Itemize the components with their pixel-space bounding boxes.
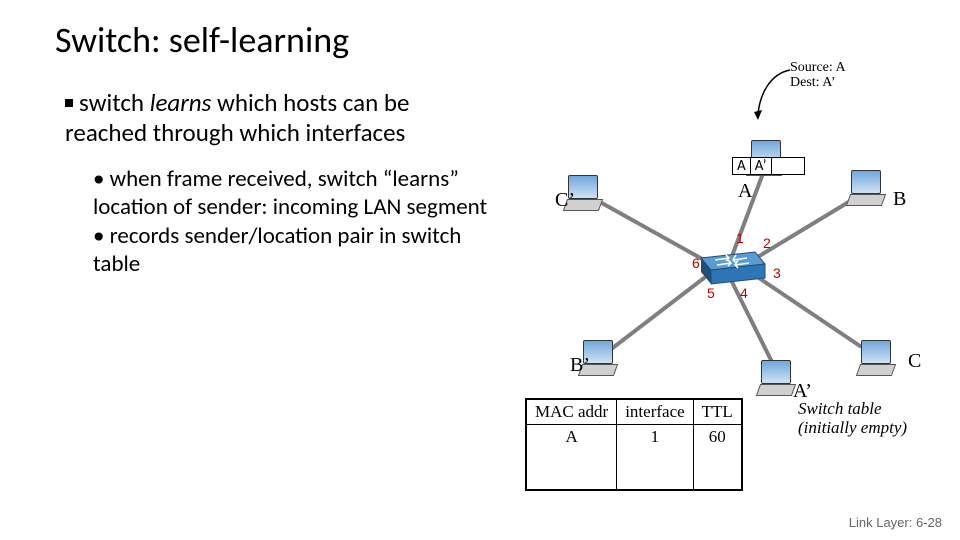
- host-b-icon: [848, 170, 888, 208]
- port-1: 1: [736, 230, 744, 246]
- port-6: 6: [692, 255, 700, 271]
- port-2: 2: [763, 235, 771, 251]
- caption-l1: Switch table: [798, 400, 907, 419]
- diagram-links: [500, 60, 920, 390]
- table-header-row: MAC addr interface TTL: [527, 400, 742, 425]
- frame-a-src: A’: [751, 158, 772, 174]
- table-caption: Switch table (initially empty): [798, 400, 907, 437]
- frame-a-pad: [772, 158, 804, 174]
- annotation-arrow: [750, 64, 800, 124]
- sub-bullet-2-text: records sender/location pair in switch t…: [93, 222, 461, 278]
- frame-a: A A’: [732, 157, 805, 175]
- bullet-list: switch learns which hosts can be reached…: [65, 88, 495, 280]
- sub-bullets: • when frame received, switch “learns” l…: [93, 166, 495, 278]
- port-5: 5: [707, 285, 715, 301]
- bullet-main-italic: learns: [150, 87, 212, 118]
- footer: Link Layer: 6-28: [849, 515, 942, 530]
- port-3: 3: [773, 265, 781, 281]
- table-row: A 1 60: [527, 425, 742, 450]
- td-ttl: 60: [693, 425, 741, 450]
- th-intf: interface: [617, 400, 693, 425]
- frame-a-dest: A: [733, 158, 751, 174]
- label-a: A: [738, 180, 752, 203]
- label-b: B: [893, 188, 906, 211]
- network-diagram: A B C A’ B’ C’ 1 2 3 4 5 6 Source: A Des…: [500, 60, 920, 390]
- th-mac: MAC addr: [527, 400, 617, 425]
- bullet-marker: [65, 99, 73, 107]
- label-cprime: C’: [555, 189, 575, 212]
- caption-l2: (initially empty): [798, 419, 907, 438]
- table-row-empty: [527, 449, 742, 490]
- bullet-main: switch learns which hosts can be reached…: [65, 88, 495, 148]
- source-dest-annotation: Source: A Dest: A’: [790, 60, 846, 90]
- host-c-icon: [858, 340, 898, 378]
- label-bprime: B’: [570, 354, 590, 377]
- td-mac: A: [527, 425, 617, 450]
- sub-bullet-2: • records sender/location pair in switch…: [93, 223, 495, 278]
- slide-title: Switch: self-learning: [55, 18, 349, 62]
- sub-bullet-1-text: when frame received, switch “learns” loc…: [93, 165, 487, 221]
- th-ttl: TTL: [693, 400, 741, 425]
- td-intf: 1: [617, 425, 693, 450]
- switch-icon: [695, 250, 767, 282]
- label-c: C: [908, 350, 921, 373]
- sub-bullet-1: • when frame received, switch “learns” l…: [93, 166, 495, 221]
- port-4: 4: [740, 285, 748, 301]
- bullet-main-pre: switch: [79, 87, 150, 118]
- switch-table: MAC addr interface TTL A 1 60: [525, 398, 743, 491]
- switch-svg: [695, 250, 767, 286]
- host-aprime-icon: [758, 360, 798, 398]
